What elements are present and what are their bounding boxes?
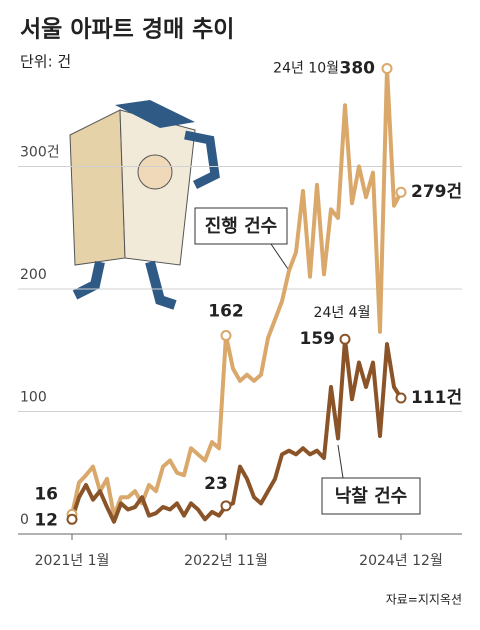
legend-leader bbox=[270, 243, 291, 273]
value-label: 12 bbox=[34, 510, 58, 530]
arm bbox=[184, 130, 220, 190]
legs bbox=[72, 260, 177, 310]
value-label: 23 bbox=[204, 474, 228, 494]
y-tick-label: 300건 bbox=[20, 145, 60, 161]
series-line bbox=[70, 66, 403, 518]
y-tick-label: 100 bbox=[20, 390, 47, 406]
legend-box bbox=[194, 207, 288, 245]
point-marker bbox=[66, 513, 78, 525]
legend-leader bbox=[337, 444, 344, 479]
value-label: 380 bbox=[340, 59, 376, 79]
annotation: 24년 10월 bbox=[273, 61, 339, 77]
legend-label: 낙찰 건수 bbox=[335, 486, 408, 507]
series-line bbox=[70, 337, 403, 524]
value-label: 16 bbox=[34, 484, 58, 504]
legend-label: 진행 건수 bbox=[205, 216, 278, 237]
x-tick-label: 2021년 1월 bbox=[35, 553, 110, 569]
y-tick-label: 0 bbox=[20, 512, 29, 528]
building-side bbox=[69, 109, 126, 266]
point-marker bbox=[381, 63, 393, 74]
value-label: 279건 bbox=[411, 182, 462, 202]
x-tick-label: 2022년 11월 bbox=[184, 553, 268, 569]
chart-title: 서울 아파트 경매 추이 bbox=[20, 17, 234, 43]
point-marker bbox=[339, 333, 351, 345]
face bbox=[137, 154, 173, 190]
x-tick-label: 2024년 12월 bbox=[359, 553, 443, 569]
building-roof bbox=[115, 100, 195, 128]
unit-label: 단위: 건 bbox=[20, 53, 71, 71]
legend-box bbox=[321, 477, 421, 515]
source: 자료=지지옥션 bbox=[386, 593, 462, 607]
annotation: 24년 4월 bbox=[314, 305, 371, 321]
point-marker bbox=[220, 500, 232, 512]
value-label: 159 bbox=[300, 329, 336, 349]
y-tick-label: 200 bbox=[20, 267, 47, 283]
illustration bbox=[69, 100, 220, 310]
point-marker bbox=[395, 186, 407, 198]
point-marker bbox=[220, 330, 232, 342]
value-label: 162 bbox=[208, 302, 244, 322]
value-label: 111건 bbox=[411, 388, 462, 408]
point-marker bbox=[395, 392, 407, 404]
